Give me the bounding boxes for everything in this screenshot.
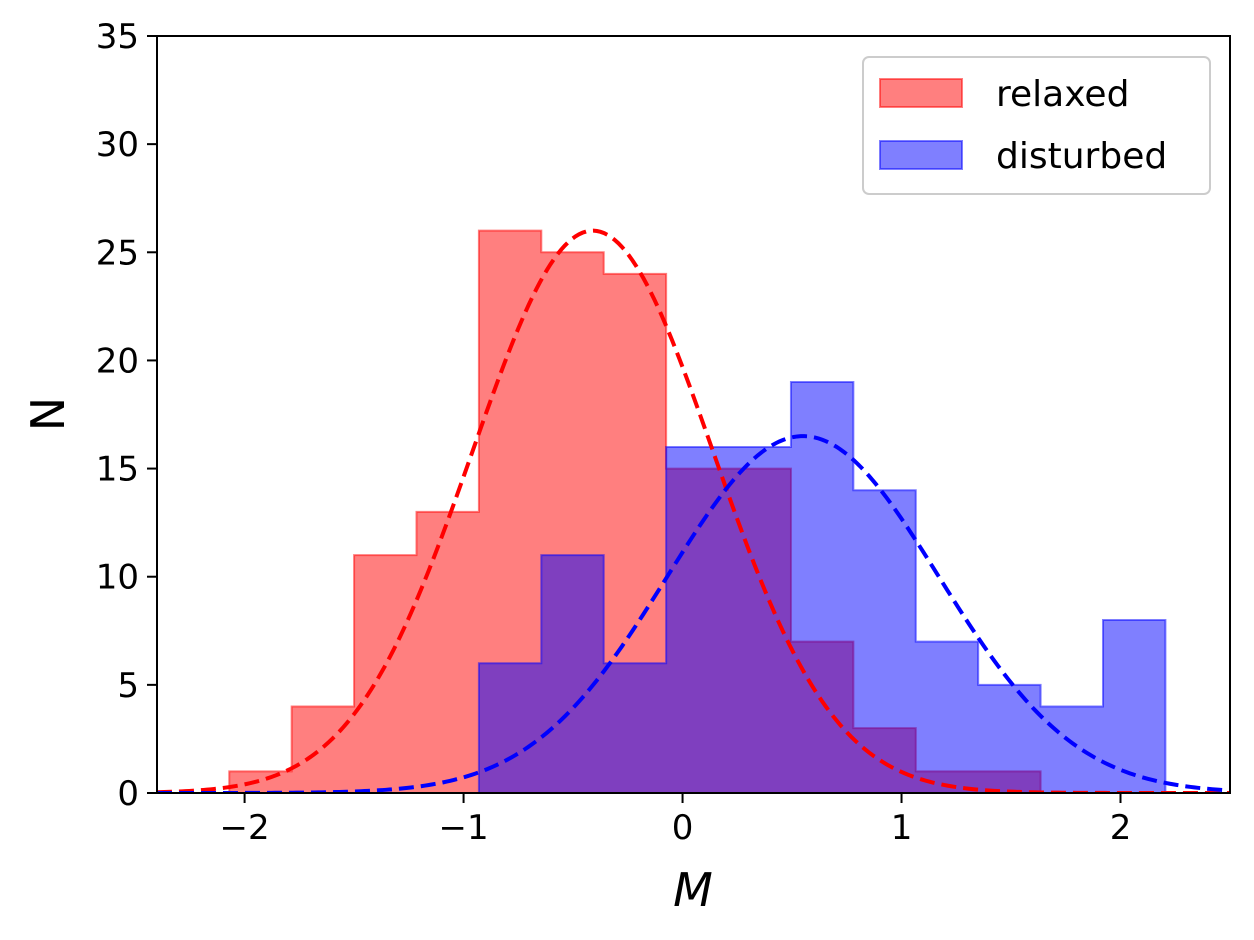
y-tick-label: 5 (117, 666, 139, 706)
x-tick-label: 2 (1110, 808, 1132, 848)
legend-label-relaxed: relaxed (996, 74, 1129, 115)
histogram-disturbed (477, 381, 1167, 793)
y-tick-label: 0 (117, 774, 139, 814)
y-tick-label: 15 (96, 450, 139, 490)
y-tick-label: 35 (96, 17, 139, 57)
x-tick-label: 1 (891, 808, 913, 848)
y-tick-label: 10 (96, 558, 139, 598)
x-tick-label: 0 (672, 808, 694, 848)
plot-frame (156, 35, 1231, 794)
histogram-bars (228, 229, 1167, 793)
y-tick-label: 20 (96, 341, 139, 381)
legend-swatch-disturbed (879, 140, 963, 170)
legend-label-disturbed: disturbed (996, 136, 1167, 177)
y-tick-label: 25 (96, 233, 139, 273)
legend: relaxed disturbed (862, 56, 1211, 195)
legend-swatch-relaxed (879, 78, 963, 108)
y-tick-label: 30 (96, 125, 139, 165)
x-tick-label: −2 (220, 808, 270, 848)
y-axis-title: N (21, 397, 75, 431)
x-axis-title: M (673, 863, 713, 917)
x-tick-label: −1 (439, 808, 489, 848)
